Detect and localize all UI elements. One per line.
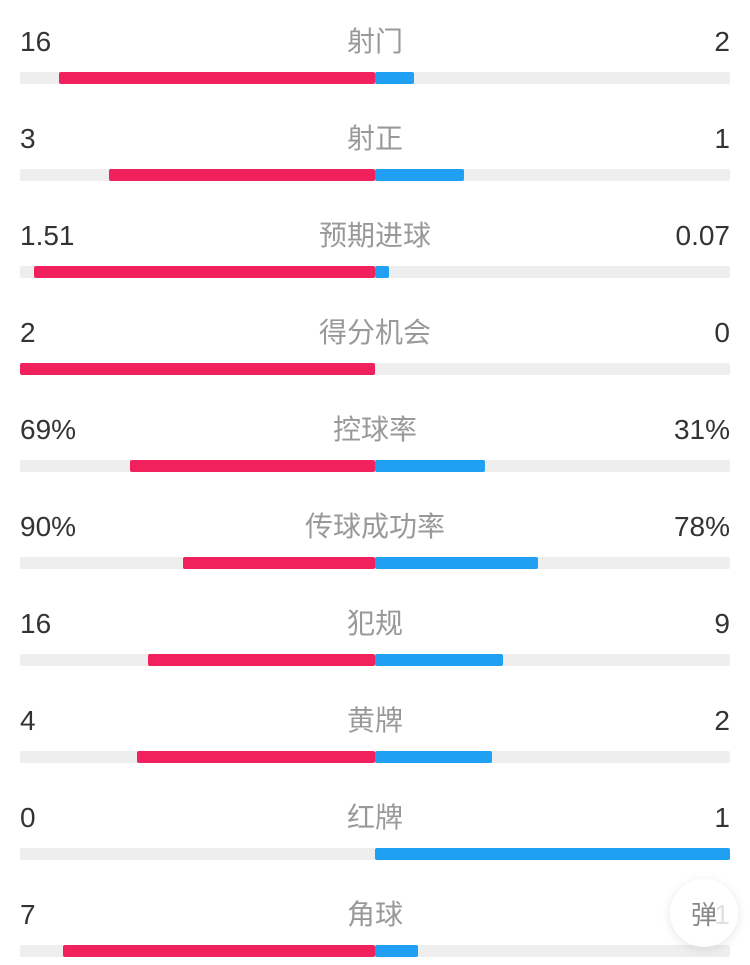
stat-label: 红牌 — [80, 796, 670, 836]
stat-bar-left — [130, 460, 375, 472]
stat-bar-left — [63, 945, 375, 957]
stat-left-value: 0 — [20, 802, 80, 834]
stat-label: 射门 — [80, 20, 670, 60]
stat-header: 7角球1 — [20, 893, 730, 933]
stat-bar-right — [375, 169, 464, 181]
stat-right-value: 31% — [670, 414, 730, 446]
stat-bar-left — [34, 266, 375, 278]
stat-bar-right — [375, 654, 503, 666]
stat-bar-track — [20, 751, 730, 763]
stat-right-value: 2 — [670, 26, 730, 58]
stat-bar-track — [20, 460, 730, 472]
match-stats-container: 16射门23射正11.51预期进球0.072得分机会069%控球率31%90%传… — [0, 0, 750, 957]
stat-header: 0红牌1 — [20, 796, 730, 836]
stat-bar-track — [20, 72, 730, 84]
stat-header: 1.51预期进球0.07 — [20, 214, 730, 254]
stat-bar-track — [20, 169, 730, 181]
stat-right-value: 2 — [670, 705, 730, 737]
stat-left-value: 3 — [20, 123, 80, 155]
stat-label: 得分机会 — [80, 311, 670, 351]
stat-left-value: 2 — [20, 317, 80, 349]
stat-left-value: 4 — [20, 705, 80, 737]
stat-label: 射正 — [80, 117, 670, 157]
stat-bar-right — [375, 751, 492, 763]
stat-right-value: 1 — [670, 802, 730, 834]
stat-label: 控球率 — [80, 408, 670, 448]
stat-bar-track — [20, 848, 730, 860]
stat-label: 黄牌 — [80, 699, 670, 739]
stat-right-value: 0 — [670, 317, 730, 349]
stat-bar-left — [148, 654, 375, 666]
stat-bar-right — [375, 848, 730, 860]
stat-bar-left — [137, 751, 375, 763]
stat-row: 90%传球成功率78% — [20, 505, 730, 569]
stat-right-value: 0.07 — [670, 220, 730, 252]
stat-bar-left — [20, 363, 375, 375]
stat-left-value: 1.51 — [20, 220, 80, 252]
stat-header: 69%控球率31% — [20, 408, 730, 448]
stat-label: 犯规 — [80, 602, 670, 642]
stat-header: 4黄牌2 — [20, 699, 730, 739]
stat-row: 1.51预期进球0.07 — [20, 214, 730, 278]
stat-left-value: 16 — [20, 26, 80, 58]
stat-bar-right — [375, 945, 418, 957]
stat-row: 16犯规9 — [20, 602, 730, 666]
stat-row: 2得分机会0 — [20, 311, 730, 375]
stat-bar-track — [20, 557, 730, 569]
stat-bar-left — [59, 72, 375, 84]
floating-comment-label: 弹 — [691, 895, 717, 932]
stat-row: 69%控球率31% — [20, 408, 730, 472]
stat-label: 传球成功率 — [80, 505, 670, 545]
stat-left-value: 16 — [20, 608, 80, 640]
stat-label: 预期进球 — [80, 214, 670, 254]
stat-header: 16犯规9 — [20, 602, 730, 642]
stat-row: 16射门2 — [20, 20, 730, 84]
stat-bar-left — [183, 557, 375, 569]
stat-right-value: 9 — [670, 608, 730, 640]
stat-left-value: 90% — [20, 511, 80, 543]
stat-row: 3射正1 — [20, 117, 730, 181]
stat-row: 7角球1 — [20, 893, 730, 957]
stat-bar-right — [375, 557, 538, 569]
stat-row: 4黄牌2 — [20, 699, 730, 763]
stat-bar-track — [20, 266, 730, 278]
stat-right-value: 78% — [670, 511, 730, 543]
floating-comment-button[interactable]: 弹 — [670, 879, 738, 947]
stat-header: 90%传球成功率78% — [20, 505, 730, 545]
stat-bar-left — [109, 169, 375, 181]
stat-bar-track — [20, 945, 730, 957]
stat-header: 16射门2 — [20, 20, 730, 60]
stat-bar-right — [375, 266, 389, 278]
stat-right-value: 1 — [670, 123, 730, 155]
stat-left-value: 69% — [20, 414, 80, 446]
stat-row: 0红牌1 — [20, 796, 730, 860]
stat-bar-track — [20, 654, 730, 666]
stat-header: 3射正1 — [20, 117, 730, 157]
stat-bar-right — [375, 72, 414, 84]
stat-header: 2得分机会0 — [20, 311, 730, 351]
stat-bar-right — [375, 460, 485, 472]
stat-label: 角球 — [80, 893, 670, 933]
stat-left-value: 7 — [20, 899, 80, 931]
stat-bar-track — [20, 363, 730, 375]
